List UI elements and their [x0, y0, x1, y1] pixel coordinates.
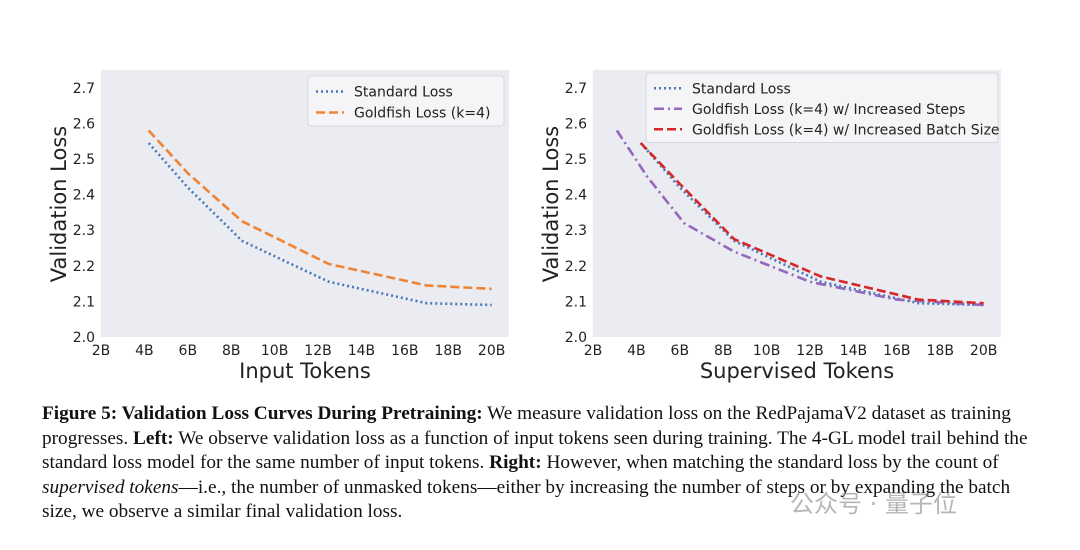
- caption-text-2: We observe validation loss as a function…: [42, 427, 1028, 474]
- legend-label: Goldfish Loss (k=4) w/ Increased Batch S…: [692, 122, 1000, 138]
- x-tick-label: 12B: [304, 343, 331, 359]
- x-tick-label: 12B: [796, 343, 823, 359]
- x-tick-label: 2B: [584, 343, 603, 359]
- y-axis-label: Validation Loss: [539, 126, 563, 282]
- series-line-3: [639, 142, 984, 305]
- y-tick-label: 2.3: [73, 223, 95, 239]
- x-tick-label: 20B: [478, 343, 505, 359]
- x-axis-label: Input Tokens: [239, 359, 371, 383]
- y-tick-label: 2.6: [73, 116, 95, 132]
- y-tick-label: 2.7: [73, 81, 95, 97]
- y-tick-label: 2.0: [565, 330, 587, 346]
- watermark: 公众号 · 量子位: [790, 490, 957, 518]
- y-tick-label: 2.5: [565, 152, 587, 168]
- legend-label: Goldfish Loss (k=4): [354, 106, 490, 122]
- caption-italic: supervised tokens: [42, 476, 179, 498]
- x-tick-label: 16B: [391, 343, 418, 359]
- y-tick-label: 2.4: [565, 188, 587, 204]
- chart-panel-2: 2.0 2.1 2.2 2.3 2.4 2.5 2.6 2.7 2B 4B 6B 8B 10B 12B 14…: [539, 70, 1001, 383]
- x-tick-label: 8B: [222, 343, 241, 359]
- figure-caption: Figure 5: Validation Loss Curves During …: [42, 402, 1032, 525]
- legend-label: Goldfish Loss (k=4) w/ Increased Steps: [692, 102, 965, 118]
- y-tick-label: 2.1: [73, 294, 95, 310]
- caption-right-label: Right:: [489, 452, 542, 473]
- x-tick-label: 4B: [135, 343, 154, 359]
- y-tick-label: 2.7: [565, 81, 587, 97]
- y-tick-label: 2.2: [565, 259, 587, 275]
- y-tick-label: 2.6: [565, 116, 587, 132]
- y-tick-label: 2.4: [73, 188, 95, 204]
- x-tick-label: 8B: [714, 343, 733, 359]
- y-tick-label: 2.5: [73, 152, 95, 168]
- legend-box: [645, 72, 999, 143]
- caption-label: Figure 5: Validation Loss Curves During …: [42, 403, 483, 424]
- x-tick-label: 14B: [348, 343, 375, 359]
- x-tick-label: 20B: [970, 343, 997, 359]
- legend-box: [307, 75, 505, 127]
- y-tick-label: 2.3: [565, 223, 587, 239]
- x-tick-label: 16B: [883, 343, 910, 359]
- x-tick-label: 4B: [627, 343, 646, 359]
- x-tick-label: 14B: [840, 343, 867, 359]
- caption-text-3: However, when matching the standard loss…: [541, 452, 999, 473]
- x-tick-label: 2B: [92, 343, 111, 359]
- legend-label: Standard Loss: [692, 81, 791, 97]
- caption-left-label: Left:: [133, 427, 174, 449]
- y-tick-label: 2.1: [565, 294, 587, 310]
- x-tick-label: 18B: [927, 343, 954, 359]
- x-tick-label: 18B: [435, 343, 462, 359]
- chart-panel-1: 2.0 2.1 2.2 2.3 2.4 2.5 2.6 2.7 2B 4B 6B 8B 10B 12B 14…: [47, 70, 509, 383]
- y-axis-label: Validation Loss: [47, 126, 71, 282]
- y-tick-label: 2.2: [73, 259, 95, 275]
- figure: 2.0 2.1 2.2 2.3 2.4 2.5 2.6 2.7 2B 4B 6B 8B 10B 12B 14…: [47, 70, 1001, 383]
- series-line-2: [615, 129, 984, 307]
- caption-text-1: We measure validation loss on the RedPaj…: [42, 403, 1011, 449]
- y-tick-label: 2.0: [73, 330, 95, 346]
- x-tick-label: 6B: [179, 343, 198, 359]
- legend-label: Standard Loss: [354, 85, 453, 101]
- x-axis-label: Supervised Tokens: [700, 359, 894, 383]
- x-tick-label: 10B: [261, 343, 288, 359]
- caption-text-4: —i.e., the number of unmasked tokens—eit…: [42, 476, 1011, 523]
- x-tick-label: 10B: [753, 343, 780, 359]
- x-tick-label: 6B: [671, 343, 690, 359]
